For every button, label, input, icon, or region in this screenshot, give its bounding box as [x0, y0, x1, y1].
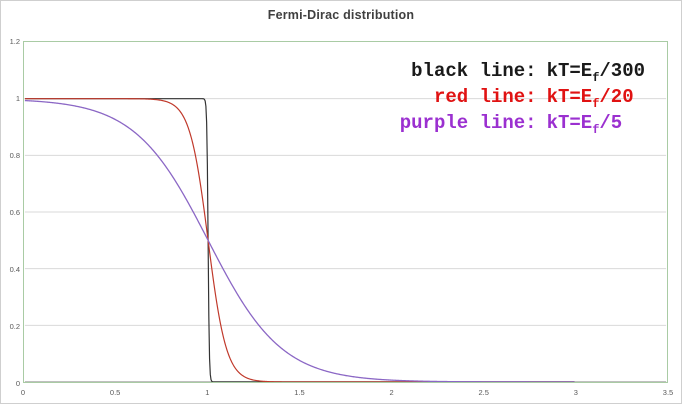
- y-tick-label: 0.2: [9, 321, 20, 331]
- legend-label-red: red line:: [433, 86, 537, 108]
- legend-label-purple: purple line:: [399, 112, 537, 134]
- x-tick-label: 0: [20, 388, 26, 397]
- x-tick-label: 3.5: [662, 388, 674, 397]
- y-tick-label: 1.2: [9, 36, 20, 46]
- x-tick-label: 2: [389, 388, 394, 397]
- y-tick-label: 0.4: [9, 264, 20, 274]
- legend-label-black: black line:: [411, 60, 537, 82]
- x-tick-label: 1.5: [294, 388, 305, 397]
- curves-canvas: [24, 98, 667, 382]
- chart-title: Fermi-Dirac distribution: [267, 8, 415, 22]
- x-tick-label: 2.5: [478, 388, 489, 397]
- y-tick-label: 0.8: [9, 150, 20, 160]
- y-tick-label: 0.6: [9, 207, 20, 217]
- legend-value-red: kT=Ef/20: [546, 86, 634, 111]
- legend-value-black: kT=Ef/300: [546, 60, 645, 85]
- legend: black line: kT=Ef/300 red line: kT=Ef/20 p…: [400, 58, 645, 136]
- y-tick-label: 1: [15, 93, 20, 103]
- y-tick-label: 0: [15, 378, 20, 388]
- x-tick-label: 0.5: [109, 388, 121, 397]
- x-tick-label: 1: [205, 388, 210, 397]
- plot-area: black line: kT=Ef/300 red line: kT=Ef/20 p…: [23, 41, 668, 383]
- x-tick-label: 3: [573, 388, 578, 397]
- legend-value-purple: kT=Ef/5: [546, 112, 623, 137]
